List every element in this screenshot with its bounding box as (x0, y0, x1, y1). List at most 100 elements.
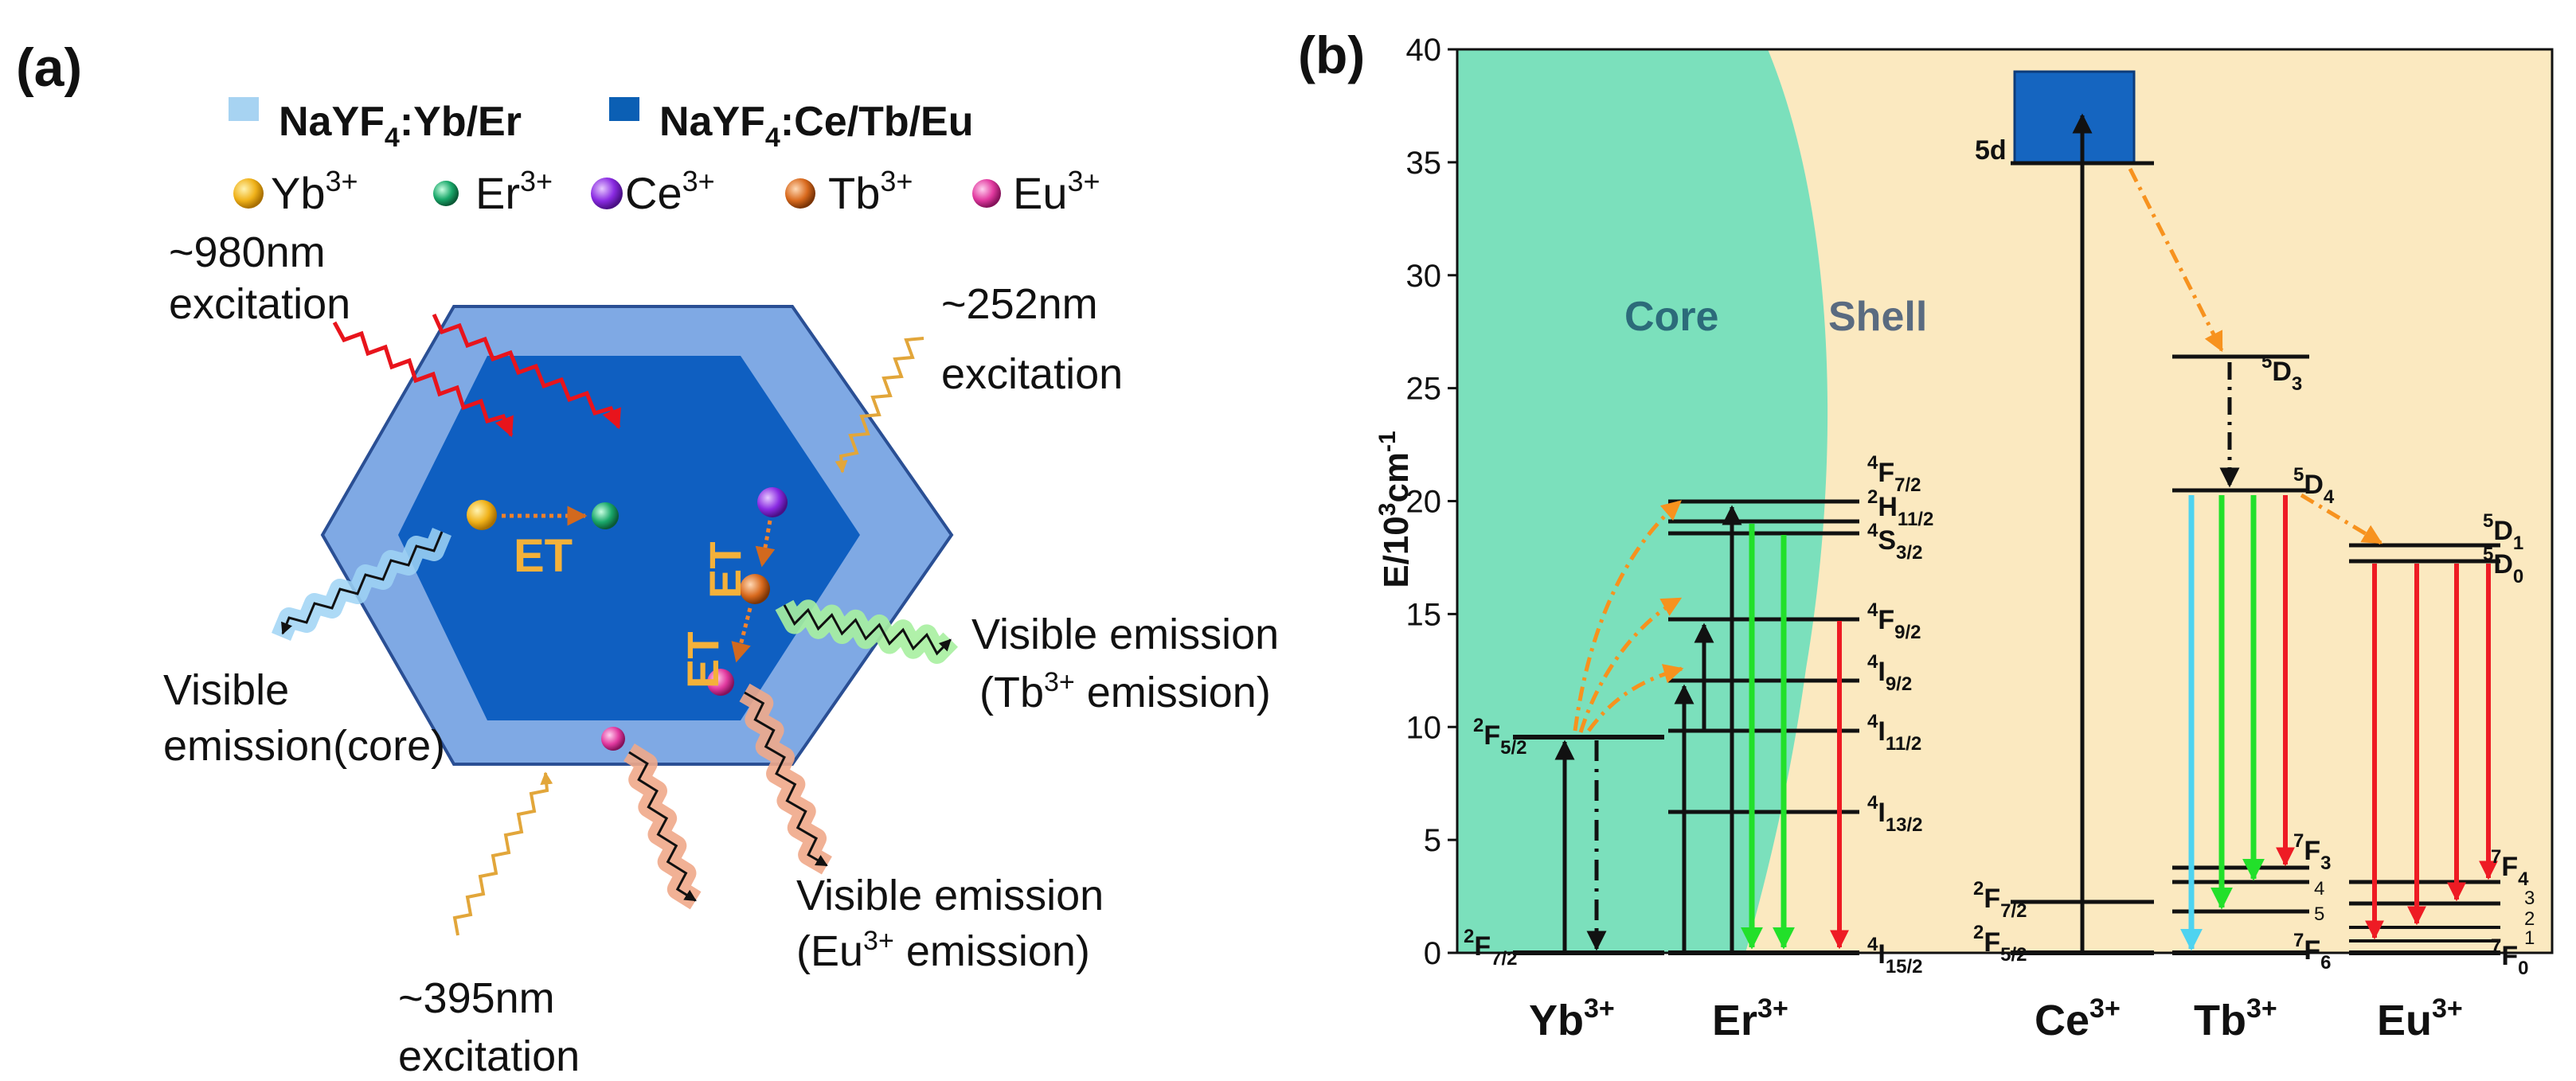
eu-label-7f1: 1 (2524, 927, 2535, 949)
et-label-1: ET (514, 530, 573, 582)
excitation-395-line2: excitation (398, 1032, 580, 1080)
er-ion-label: Er3+ (1712, 993, 1788, 1044)
core-material-label: NaYF4:Yb/Er (279, 99, 522, 153)
tb-legend-label: Tb3+ (828, 165, 913, 218)
shell-label: Shell (1828, 294, 1927, 340)
er-legend-label: Er3+ (475, 165, 553, 218)
eu-label-7f4: 7F4 (2491, 846, 2529, 890)
excitation-980-line1: ~980nm (169, 228, 326, 276)
yb-ion-label: Yb3+ (1529, 993, 1615, 1044)
excitation-252-arrow (835, 337, 924, 474)
er-label-4s32: 4S3/2 (1867, 520, 1922, 564)
tb-ion-label: Tb3+ (2194, 993, 2277, 1044)
material-legend: NaYF4:Yb/Er NaYF4:Ce/Tb/Eu (229, 97, 974, 153)
ce-legend-label: Ce3+ (625, 165, 715, 218)
er-label-4i152: 4I15/2 (1867, 934, 1923, 978)
ce-legend-ball (591, 178, 623, 209)
y-tick-label-7: 35 (1406, 146, 1442, 181)
et-ce-tb (2128, 167, 2224, 353)
core-emission-arrow (281, 531, 444, 635)
eu-emission-arrow-2 (744, 691, 828, 867)
excitation-980-arrow-1 (332, 321, 514, 438)
eu-label-7f0: 7F0 (2491, 935, 2529, 979)
tb-ion (740, 574, 770, 604)
y-tick-label-5: 25 (1406, 372, 1442, 407)
y-tick-label-3: 15 (1406, 597, 1442, 632)
excitation-252-line1: ~252nm (941, 280, 1098, 328)
yb-ion (467, 500, 497, 530)
er-label-2h112: 2H11/2 (1867, 486, 1933, 530)
ce-5d-band (2013, 70, 2136, 165)
y-axis-title: E/103cm-1 (1374, 431, 1416, 587)
panel-b-label: (b) (1298, 25, 1365, 84)
shell-material-swatch (609, 97, 639, 121)
ce-label-2f52: 2F5/2 (1973, 922, 2027, 966)
tb-label-7f5: 5 (2314, 903, 2324, 925)
y-tick-label-8: 40 (1406, 33, 1442, 68)
excitation-980-arrow-2 (432, 313, 621, 430)
ce-ion-label: Ce3+ (2035, 993, 2121, 1044)
core-emission-line1: Visible (163, 666, 289, 714)
tb-label-7f6: 7F6 (2293, 930, 2332, 974)
ce-ion (757, 487, 788, 517)
yb-label-2f72: 2F7/2 (1464, 926, 1518, 970)
eu-ion-2 (601, 727, 625, 751)
er-label-4i132: 4I13/2 (1867, 792, 1923, 836)
y-tick-label-6: 30 (1406, 259, 1442, 294)
er-label-4i92: 4I9/2 (1867, 651, 1912, 695)
core-label: Core (1624, 294, 1718, 340)
yb-label-2f52: 2F5/2 (1473, 715, 1527, 759)
eu-label-5d1: 5D1 (2483, 510, 2523, 554)
eu-label-7f3: 3 (2524, 888, 2535, 909)
er-label-4f92: 4F9/2 (1867, 599, 1921, 643)
eu-emission-line1: Visible emission (796, 872, 1104, 919)
ce-label-5d: 5d (1975, 135, 2007, 166)
y-tick-label-1: 5 (1424, 823, 1441, 858)
y-axis: 0 5 10 15 20 25 30 35 40 (1406, 33, 1457, 971)
tb-legend-ball (785, 178, 815, 209)
er-ion (592, 502, 619, 529)
et-yb-er-1 (1578, 596, 1683, 733)
y-tick-label-4: 20 (1406, 485, 1442, 520)
er-legend-ball (433, 181, 459, 206)
tb-label-5d3: 5D3 (2261, 351, 2302, 395)
eu-emission-line2: (Eu3+ emission) (796, 926, 1090, 975)
excitation-395-line1: ~395nm (398, 974, 555, 1022)
eu-ion-1 (707, 669, 734, 696)
et-label-3: ET (678, 631, 728, 689)
eu-ion-label: Eu3+ (2377, 993, 2463, 1044)
yb-legend-label: Yb3+ (271, 165, 358, 218)
excitation-252-line2: excitation (941, 350, 1123, 398)
panel-a: (a) NaYF4:Yb/Er NaYF4:Ce/Tb/Eu Yb3+ Er3+… (16, 37, 1279, 1080)
excitation-980-line2: excitation (169, 280, 350, 328)
core-material-swatch (229, 97, 259, 121)
et-yb-er-3 (1573, 500, 1682, 732)
tb-emission-line1: Visible emission (971, 611, 1279, 658)
eu-label-5d0: 5D0 (2483, 544, 2523, 587)
core-emission-line2: emission(core) (163, 722, 445, 770)
et-yb-er-2 (1586, 664, 1684, 732)
y-tick-label-2: 10 (1406, 710, 1442, 745)
yb-legend-ball (233, 178, 264, 209)
core-hexagon (398, 356, 860, 720)
er-label-4i112: 4I11/2 (1867, 711, 1921, 755)
ce-label-2f72: 2F7/2 (1973, 878, 2027, 922)
tb-emission-line2: (Tb3+ emission) (979, 667, 1271, 716)
tb-label-5d4: 5D4 (2293, 464, 2335, 508)
eu-label-7f2: 2 (2524, 908, 2535, 930)
ion-legend: Yb3+ Er3+ Ce3+ Tb3+ Eu3+ (233, 165, 1100, 218)
shell-material-label: NaYF4:Ce/Tb/Eu (659, 99, 974, 153)
y-tick-label-0: 0 (1424, 936, 1441, 971)
et-label-2: ET (700, 541, 750, 599)
panel-a-label: (a) (16, 37, 82, 98)
core-background (1457, 49, 1828, 953)
eu-legend-ball (972, 179, 1001, 208)
eu-emission-arrow-1 (628, 751, 697, 902)
tb-label-7f4: 4 (2314, 878, 2324, 900)
er-label-4f72: 4F7/2 (1867, 452, 1921, 496)
excitation-395-arrow (452, 771, 553, 936)
eu-legend-label: Eu3+ (1013, 165, 1100, 218)
tb-label-7f3: 7F3 (2293, 830, 2332, 874)
